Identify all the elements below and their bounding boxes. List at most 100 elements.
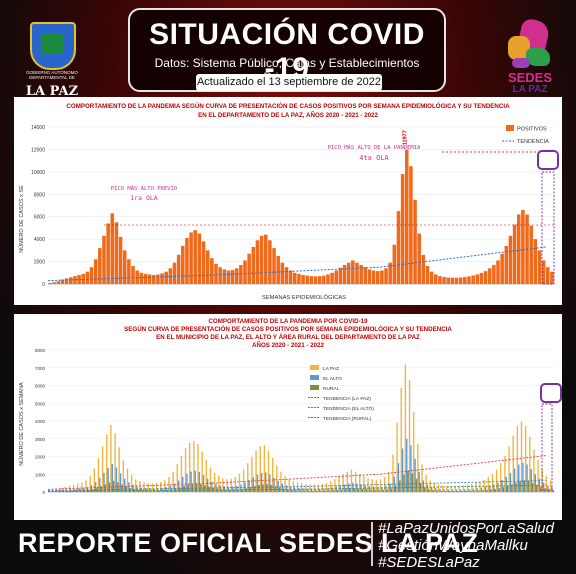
chart1-bar	[305, 275, 309, 284]
chart1-bar	[280, 262, 285, 284]
chart2-bar-el-alto	[542, 482, 545, 492]
chart2-bar-la-paz	[475, 482, 477, 492]
chart2-bar-la-paz	[77, 483, 79, 492]
chart2-bar-el-alto	[509, 472, 512, 492]
chart1-bar	[363, 267, 368, 284]
chart2-bar-rural	[195, 483, 198, 492]
chart1-bar	[255, 240, 260, 284]
chart2-bar-rural	[448, 490, 451, 492]
chart2-bar-la-paz	[126, 468, 129, 492]
chart1-ylabel: NÚMERO DE CASOS x SE	[18, 185, 25, 253]
chart2-bar-la-paz	[213, 472, 216, 492]
chart2-bar-rural	[117, 482, 119, 492]
chart2-bar-la-paz	[354, 471, 357, 492]
chart2-bar-rural	[299, 490, 301, 492]
chart1-bar	[479, 273, 484, 284]
chart2-bar-la-paz	[155, 482, 158, 492]
chart2-bar-el-alto	[393, 476, 396, 492]
chart1-bar	[492, 264, 496, 284]
chart1-bar	[392, 244, 397, 284]
chart2-bar-rural	[258, 485, 260, 492]
chart1-ytick-label: 14000	[31, 125, 45, 131]
chart2-ylabel: NÚMERO DE CASOS x SEMANA	[18, 382, 25, 466]
chart1-subtitle: EN EL DEPARTAMENTO DE LA PAZ, AÑOS 2020 …	[198, 112, 378, 119]
chart2-bar-el-alto	[397, 463, 400, 492]
chart2-bar-rural	[316, 490, 318, 492]
chart2-bar-la-paz	[106, 434, 108, 492]
chart1-bar	[259, 235, 264, 284]
chart2-bar-rural	[154, 490, 156, 492]
chart2-highlight-box	[541, 403, 553, 491]
chart2-bar-el-alto	[215, 484, 217, 492]
chart1-bar	[297, 273, 301, 284]
chart2-bar-la-paz	[251, 456, 253, 492]
chart2-bar-rural	[108, 482, 111, 492]
chart1-legend-tendencia: TENDENCIA	[517, 139, 549, 145]
chart2-bar-la-paz	[172, 471, 174, 492]
chart1-bar	[508, 235, 513, 284]
chart2-bar-la-paz	[346, 471, 349, 492]
chart2-bar-rural	[486, 489, 488, 492]
chart2-bar-el-alto	[318, 488, 321, 492]
chart2-bar-rural	[179, 487, 181, 492]
chart2-ytick-label: 1000	[35, 472, 46, 477]
chart2-ytick-label: 8000	[35, 348, 46, 353]
chart2-legend-swatch	[310, 385, 319, 390]
footer-title: REPORTE OFICIAL SEDES LA PAZ	[18, 528, 479, 558]
chart2-bar-la-paz	[450, 485, 452, 492]
gobernacion-name: LA PAZ	[25, 84, 79, 99]
chart1-bar	[367, 269, 372, 284]
chart2-bar-la-paz	[147, 482, 149, 492]
chart2-bar-la-paz	[247, 463, 249, 492]
footer-hashtags: #LaPazUnidosPorLaSalud #GestiónWaynaMall…	[378, 520, 554, 571]
chart1-bar	[458, 277, 463, 284]
chart2-bar-rural	[519, 480, 521, 492]
chart2-bar-el-alto	[430, 487, 433, 492]
chart2-bar-la-paz	[524, 425, 527, 492]
sedes-name: SEDES	[507, 70, 553, 85]
chart2-bar-la-paz	[350, 469, 353, 492]
chart2-bar-la-paz	[193, 440, 195, 492]
chart1-bar	[106, 223, 110, 284]
updated-date: Actualizado el 13 septiembre de 2022	[196, 74, 382, 91]
chart2-bar-la-paz	[288, 479, 290, 492]
chart1-bar	[151, 275, 156, 284]
chart1-bar	[454, 277, 459, 284]
chart2-bar-la-paz	[375, 479, 378, 492]
chart2-bar-la-paz	[442, 485, 444, 492]
chart2-bar-la-paz	[305, 484, 307, 492]
chart2-bar-el-alto	[144, 488, 147, 492]
coat-of-arms-icon	[30, 22, 76, 70]
chart2-bar-el-alto	[169, 485, 172, 492]
chart2-bar-la-paz	[218, 476, 220, 492]
chart2-bar-la-paz	[371, 479, 373, 492]
chart2-legend-label: TENDENCIA (EL ALTO)	[323, 406, 374, 412]
chart2-bar-el-alto	[464, 489, 466, 492]
chart2-bar-rural	[440, 490, 443, 492]
chart2-bar-el-alto	[211, 481, 213, 492]
chart2-bar-la-paz	[429, 480, 431, 492]
chart1-trend-line	[47, 246, 546, 282]
chart2-bar-el-alto	[480, 487, 483, 492]
chart2-legend-label: RURAL	[323, 386, 340, 392]
chart1-bar	[98, 248, 102, 284]
chart1-bar	[284, 267, 289, 284]
chart2-bar-la-paz	[359, 473, 361, 492]
chart2-bar-el-alto	[335, 486, 337, 492]
chart2-bar-el-alto	[240, 484, 242, 492]
chart1-annotation-1-sub: 1ra OLA	[130, 194, 157, 202]
chart1-bar	[48, 282, 52, 284]
chart2-bar-rural	[137, 489, 140, 492]
chart2-bar-la-paz	[280, 471, 282, 492]
chart2-bar-rural	[312, 490, 314, 492]
chart2-bar-el-alto	[111, 464, 113, 492]
chart2-bar-rural	[208, 486, 210, 492]
chart2-bar-el-alto	[352, 482, 354, 492]
chart2-bar-la-paz	[334, 479, 336, 492]
chart2-bar-rural	[378, 489, 380, 492]
chart2-trend-line	[47, 455, 546, 490]
chart2-bar-el-alto	[377, 486, 379, 492]
chart2-bar-la-paz	[338, 476, 340, 492]
chart2-bar-la-paz	[267, 450, 270, 492]
chart2-bar-la-paz	[412, 412, 415, 492]
